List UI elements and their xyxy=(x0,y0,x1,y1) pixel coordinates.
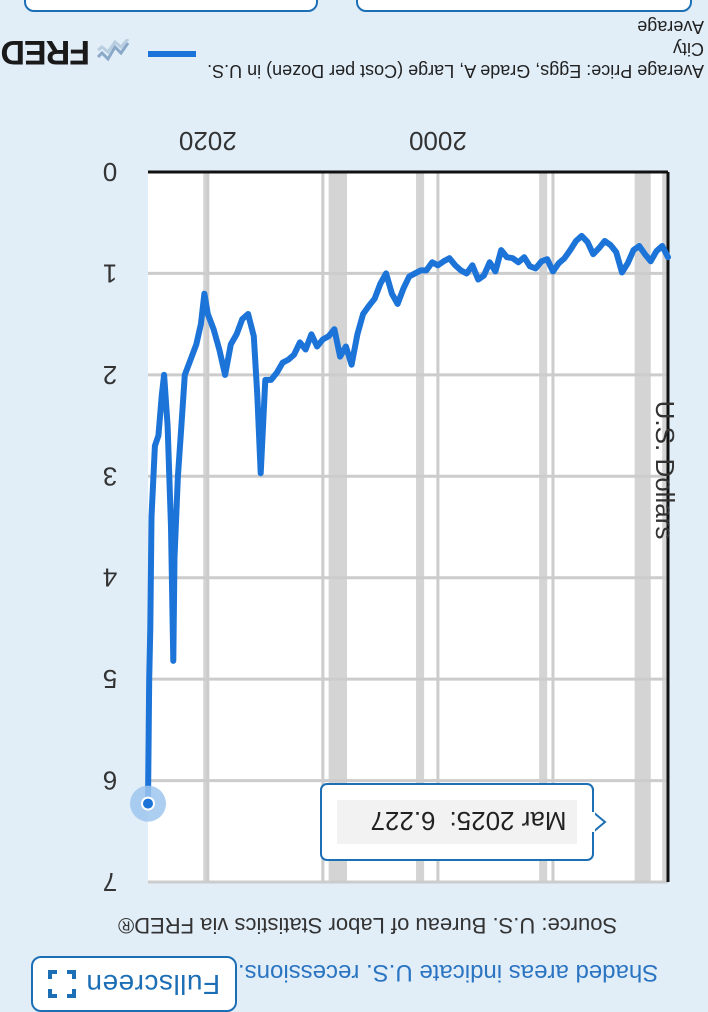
legend-series-line2: Average xyxy=(637,17,704,37)
legend-series-line1: Average Price: Eggs, Grade A, Large (Cos… xyxy=(207,39,704,81)
recession-band xyxy=(416,172,425,882)
last-point-marker[interactable] xyxy=(141,796,155,811)
recession-band xyxy=(634,172,651,882)
bottom-button-row xyxy=(0,0,708,12)
axes: 0 1 2 3 4 5 6 7 2000 2020 xyxy=(103,126,670,897)
legend-swatch xyxy=(148,51,196,57)
tooltip-value: 6.227 xyxy=(370,806,435,836)
y-tick-label: 4 xyxy=(103,563,117,593)
x-tick-label: 2000 xyxy=(409,126,467,156)
tooltip: Mar 2025: 6.227 xyxy=(320,783,607,861)
bottom-button-right[interactable] xyxy=(24,0,318,12)
y-tick-label: 1 xyxy=(103,258,117,288)
recession-band xyxy=(539,172,548,882)
fred-logo[interactable]: FRED xyxy=(1,32,130,72)
x-tick-label: 2020 xyxy=(179,126,237,156)
y-axis-label: U.S. Dollars xyxy=(650,401,680,540)
fullscreen-icon xyxy=(47,970,76,998)
grid xyxy=(148,170,668,884)
y-tick-label: 2 xyxy=(103,360,117,390)
recession-band xyxy=(662,172,668,882)
recession-band xyxy=(203,172,207,882)
y-tick-label: 3 xyxy=(103,461,117,491)
fred-logo-icon xyxy=(96,39,130,62)
plot-area xyxy=(148,172,668,882)
legend-text: Average Price: Eggs, Grade A, Large (Cos… xyxy=(204,16,704,82)
y-tick-label: 7 xyxy=(103,867,117,897)
fullscreen-button[interactable]: Fullscreen xyxy=(31,956,237,1012)
recession-shading xyxy=(148,172,668,882)
legend: Average Price: Eggs, Grade A, Large (Cos… xyxy=(0,17,708,92)
y-tick-label: 6 xyxy=(103,766,117,796)
y-tick-label: 0 xyxy=(103,157,117,187)
series-layer xyxy=(130,232,671,822)
series-line[interactable] xyxy=(145,232,671,807)
y-tick-label: 5 xyxy=(103,664,117,694)
fred-logo-text: FRED xyxy=(1,33,90,72)
bottom-button-left[interactable] xyxy=(356,0,692,12)
recession-band xyxy=(328,172,348,882)
tooltip-date: Mar 2025: xyxy=(449,806,566,836)
